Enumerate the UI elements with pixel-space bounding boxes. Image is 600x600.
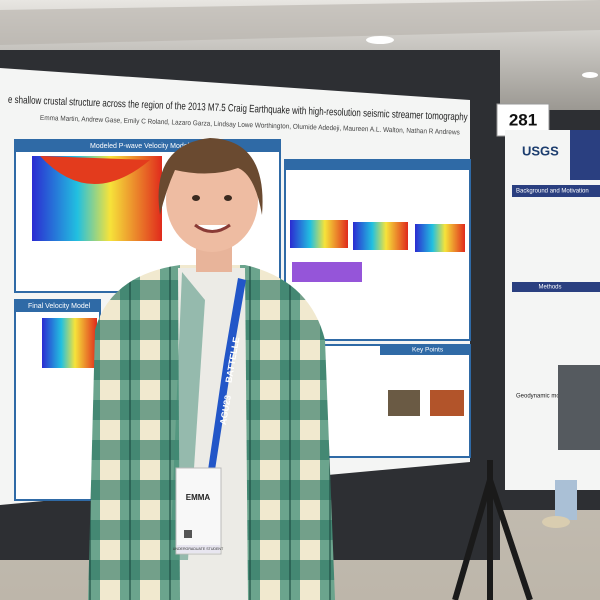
usgs-logo: USGS: [522, 143, 559, 158]
section-header: [512, 282, 600, 292]
map-figure: [558, 365, 600, 450]
poster-number: 281: [509, 110, 537, 129]
section-heading: Background and Motivation: [516, 189, 589, 195]
beam: [0, 0, 600, 45]
badge-role-bar: [177, 545, 220, 553]
right-poster-header: [570, 130, 600, 180]
name-badge: [175, 467, 222, 555]
easel: [452, 460, 533, 600]
section-header: [512, 185, 600, 197]
badge-role: UNDERGRADUATE STUDENT: [173, 547, 224, 551]
badge-qr: [184, 530, 192, 538]
background-person: [555, 480, 577, 520]
section-heading: Key Points: [412, 347, 444, 354]
section-heading: Methods: [538, 285, 561, 291]
lanyard: [208, 278, 246, 470]
shoe: [542, 516, 570, 528]
section-heading: Final Velocity Model: [28, 303, 91, 310]
subheading: Geodynamic modeling: [516, 394, 576, 400]
badge-name: EMMA: [186, 493, 211, 502]
person: [88, 138, 335, 600]
section-heading: Modeled P-wave Velocity Models: [90, 143, 193, 150]
